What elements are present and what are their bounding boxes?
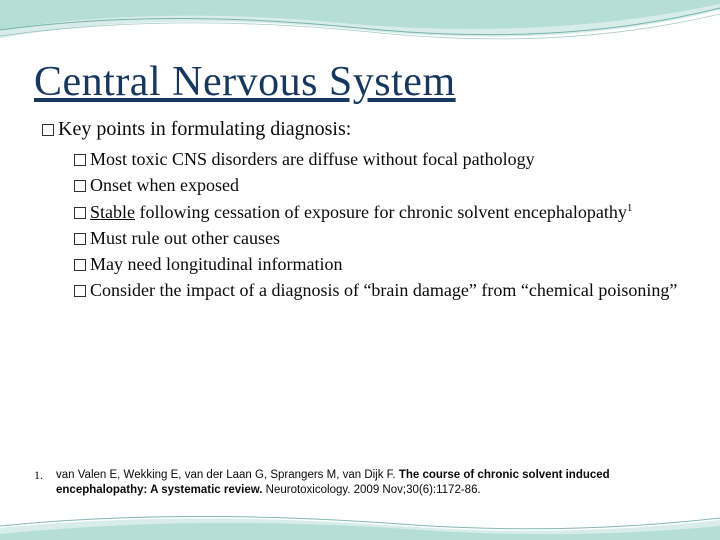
sub-bullet-item: May need longitudinal information [74,252,686,276]
sub-bullet-item: Stable following cessation of exposure f… [74,200,686,224]
slide-content: Central Nervous System Key points in for… [0,0,720,303]
bullet-box-icon [74,207,86,219]
reference-footnote: 1. van Valen E, Wekking E, van der Laan … [34,468,686,498]
decorative-wave-bottom [0,500,720,540]
bullet-box-icon [74,154,86,166]
bullet-box-icon [74,285,86,297]
sub-bullet-list: Most toxic CNS disorders are diffuse wit… [34,147,686,303]
bullet-box-icon [74,233,86,245]
bullet-box-icon [74,180,86,192]
sub-bullet-item: Onset when exposed [74,173,686,197]
main-bullet-text: Key points in formulating diagnosis: [58,118,351,140]
sub-bullet-item: Consider the impact of a diagnosis of “b… [74,278,686,302]
reference-text: van Valen E, Wekking E, van der Laan G, … [56,468,686,498]
bullet-box-icon [42,124,54,136]
sub-bullet-item: Most toxic CNS disorders are diffuse wit… [74,147,686,171]
slide-title: Central Nervous System [34,58,686,106]
sub-bullet-item: Must rule out other causes [74,226,686,250]
bullet-box-icon [74,259,86,271]
main-bullet: Key points in formulating diagnosis: [34,118,686,141]
reference-number: 1. [34,468,56,498]
